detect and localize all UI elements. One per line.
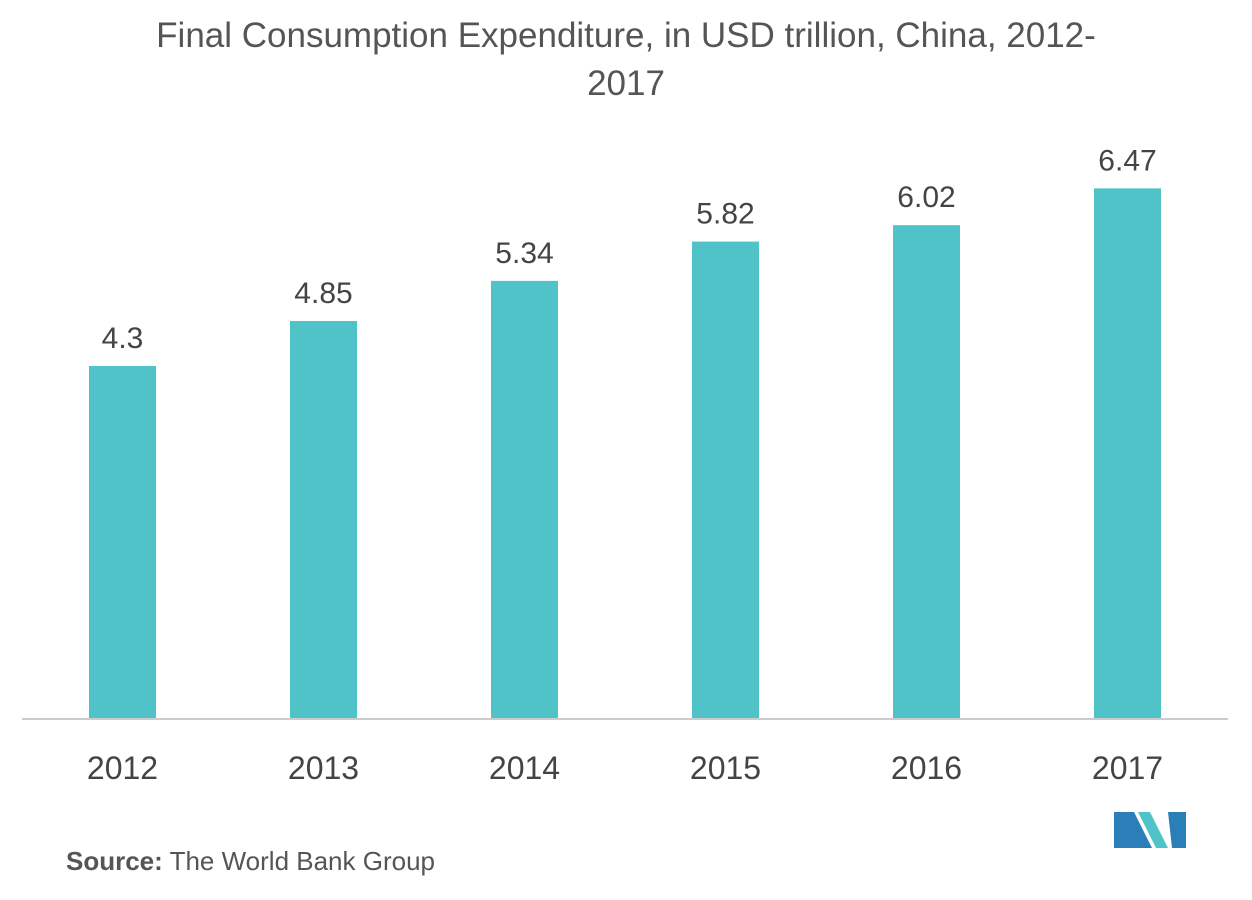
x-tick-label: 2016 (891, 750, 962, 786)
bar (692, 241, 759, 718)
x-tick-label: 2015 (690, 750, 761, 786)
x-tick-label: 2012 (87, 750, 158, 786)
x-tick-label: 2013 (288, 750, 359, 786)
x-tick-label: 2017 (1092, 750, 1163, 786)
value-label: 5.82 (696, 198, 754, 231)
source-text: The World Bank Group (169, 846, 435, 876)
value-label: 4.85 (294, 277, 352, 310)
bar (893, 225, 960, 718)
bar (1094, 188, 1161, 719)
logo (1114, 812, 1186, 848)
x-tick-label: 2014 (489, 750, 560, 786)
bar (290, 320, 357, 718)
bar (89, 366, 156, 718)
value-label: 5.34 (495, 237, 553, 270)
chart-title: Final Consumption Expenditure, in USD tr… (156, 16, 1096, 103)
value-label: 6.02 (897, 181, 955, 214)
source-label: Source: (66, 846, 163, 876)
bar (491, 280, 558, 718)
value-label: 4.3 (102, 322, 144, 355)
source: Source: The World Bank Group (66, 846, 435, 877)
value-label: 6.47 (1098, 144, 1156, 177)
